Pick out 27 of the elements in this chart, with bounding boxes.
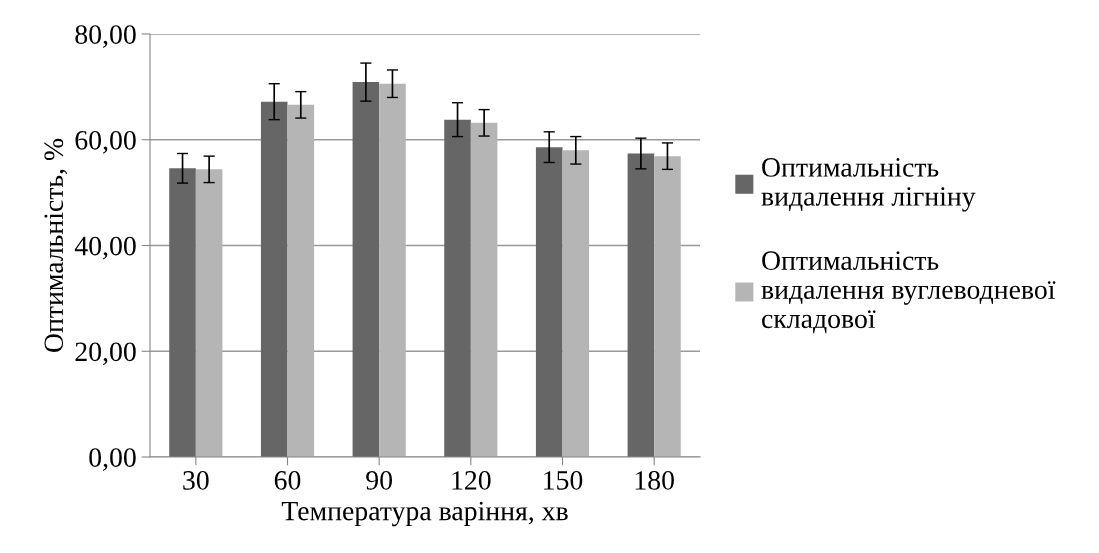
- x-tick-label: 150: [544, 471, 583, 490]
- bar: [444, 119, 471, 457]
- y-tick-label: 60,00: [75, 130, 136, 154]
- bar: [260, 101, 288, 457]
- bar: [379, 83, 406, 457]
- x-tick-label: 180: [635, 471, 674, 490]
- y-tick-label: 40,00: [74, 236, 136, 260]
- bar: [352, 82, 380, 457]
- bar: [562, 150, 590, 457]
- y-tick-label: 0,00: [89, 448, 136, 471]
- bar: [535, 147, 563, 457]
- x-tick-label: 60: [274, 471, 301, 490]
- bar: [627, 153, 655, 457]
- y-tick-label: 80,00: [75, 25, 136, 48]
- bar: [654, 156, 681, 457]
- bar: [470, 122, 498, 457]
- x-tick-label: 90: [366, 471, 392, 490]
- legend-label: Оптимальність видалення вуглеводневої складової: [761, 251, 1056, 334]
- bar: [169, 168, 196, 457]
- x-tick-label: 120: [452, 471, 491, 490]
- legend-label: Оптимальність видалення лігніну: [761, 158, 976, 212]
- y-tick-label: 20,00: [75, 342, 136, 366]
- bar: [287, 104, 315, 457]
- x-axis-title: Температура варіння, хв: [281, 501, 568, 527]
- bar: [195, 169, 223, 457]
- y-axis-title: Оптимальність, %: [44, 138, 68, 352]
- x-tick-label: 30: [183, 471, 209, 490]
